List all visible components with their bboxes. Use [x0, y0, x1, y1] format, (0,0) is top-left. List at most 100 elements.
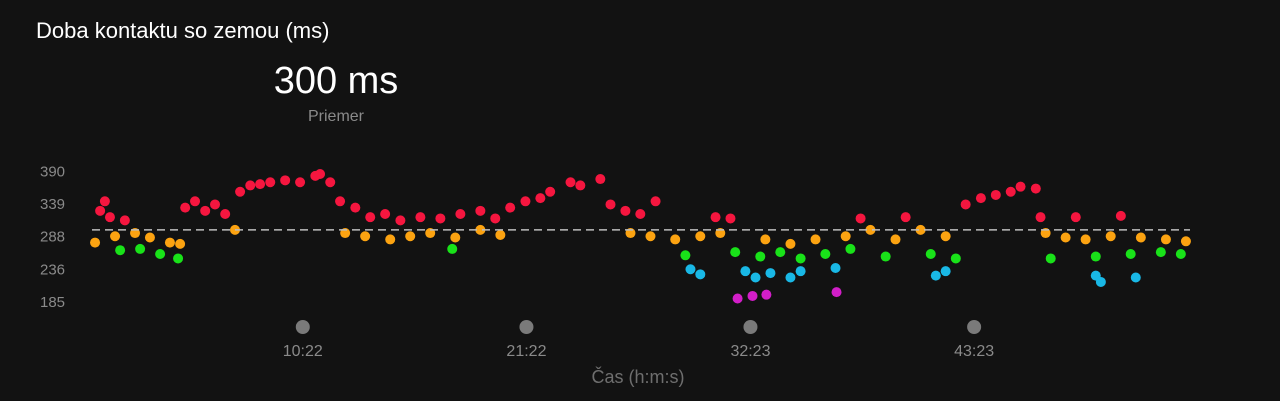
data-point	[565, 177, 576, 188]
data-point	[90, 237, 101, 248]
data-point	[795, 253, 806, 264]
y-tick-label: 390	[40, 164, 65, 181]
data-point	[110, 231, 121, 242]
x-tick-label: 43:23	[954, 343, 994, 360]
average-value: 300 ms	[274, 60, 399, 102]
x-tick-label: 21:22	[506, 343, 546, 360]
data-point	[144, 232, 155, 243]
data-point	[1035, 212, 1046, 223]
data-point	[855, 213, 866, 224]
data-point	[900, 212, 911, 223]
data-point	[1160, 234, 1171, 245]
data-point	[447, 243, 458, 254]
data-point	[104, 212, 115, 223]
data-point	[680, 250, 691, 261]
data-point	[1130, 272, 1141, 283]
data-point	[1180, 236, 1191, 247]
data-point	[245, 180, 256, 191]
average-caption: Priemer	[308, 108, 365, 125]
data-point	[415, 212, 426, 223]
data-point	[670, 234, 681, 245]
data-point	[350, 202, 361, 213]
data-point	[115, 245, 126, 256]
data-point	[605, 199, 616, 210]
x-tick-dot	[519, 320, 534, 334]
data-point	[915, 224, 926, 235]
data-point	[575, 180, 586, 191]
data-point	[890, 234, 901, 245]
data-point	[175, 238, 186, 249]
data-point	[1105, 231, 1116, 242]
data-point	[795, 266, 806, 277]
data-point	[730, 247, 741, 258]
data-point	[380, 208, 391, 219]
data-point	[761, 289, 772, 300]
data-point	[325, 177, 336, 188]
data-point	[119, 215, 130, 226]
data-point	[845, 243, 856, 254]
data-point	[155, 249, 166, 260]
data-point	[765, 268, 776, 279]
data-point	[695, 269, 706, 280]
data-point	[930, 270, 941, 281]
data-point	[785, 272, 796, 283]
data-point	[840, 231, 851, 242]
data-point	[820, 249, 831, 260]
data-point	[475, 205, 486, 216]
data-point	[395, 215, 406, 226]
data-point	[755, 251, 766, 262]
data-point	[385, 234, 396, 245]
data-point	[210, 199, 221, 210]
y-tick-label: 288	[40, 228, 65, 245]
data-point	[775, 247, 786, 258]
data-point	[710, 212, 721, 223]
data-point	[1045, 253, 1056, 264]
data-point	[990, 189, 1001, 200]
data-point	[255, 179, 266, 190]
data-point	[1135, 232, 1146, 243]
data-point	[335, 196, 346, 207]
data-point	[1080, 234, 1091, 245]
data-point	[747, 290, 758, 301]
data-point	[650, 196, 661, 207]
data-point	[545, 186, 556, 197]
data-point	[455, 208, 466, 219]
data-point	[1070, 212, 1081, 223]
data-point	[535, 193, 546, 204]
data-point	[880, 251, 891, 262]
data-point	[831, 287, 842, 298]
data-point	[940, 231, 951, 242]
x-tick-label: 10:22	[283, 343, 323, 360]
data-point	[960, 199, 971, 210]
data-point	[220, 208, 231, 219]
data-point	[505, 202, 516, 213]
data-point	[725, 213, 736, 224]
data-point	[750, 272, 761, 283]
data-point	[265, 177, 276, 188]
data-point	[173, 253, 184, 264]
data-point	[1155, 247, 1166, 258]
data-point	[315, 168, 326, 179]
data-point	[1115, 210, 1126, 221]
data-point	[495, 229, 506, 240]
data-point	[95, 205, 106, 216]
data-point	[1015, 181, 1026, 192]
data-point	[685, 264, 696, 275]
data-point	[435, 213, 446, 224]
data-point	[732, 293, 743, 304]
data-point	[1095, 276, 1106, 287]
data-point	[940, 266, 951, 277]
chart-title: Doba kontaktu so zemou (ms)	[36, 18, 329, 43]
data-point	[740, 266, 751, 277]
data-point	[760, 234, 771, 245]
x-tick-dot	[743, 320, 758, 334]
data-point	[164, 237, 175, 248]
data-point	[645, 231, 656, 242]
data-point	[1175, 249, 1186, 260]
data-point	[865, 224, 876, 235]
data-point	[235, 186, 246, 197]
data-point	[475, 224, 486, 235]
data-point	[135, 243, 146, 254]
